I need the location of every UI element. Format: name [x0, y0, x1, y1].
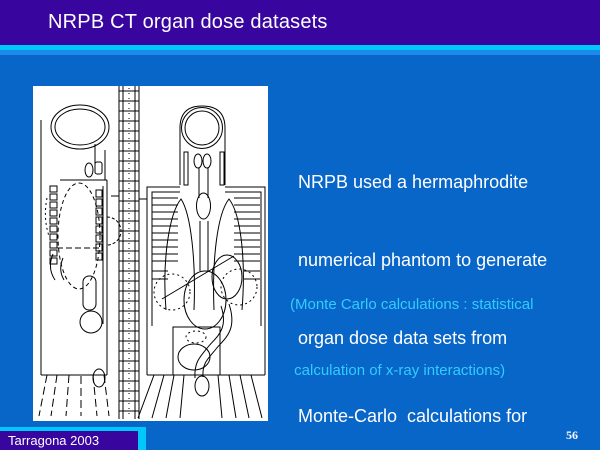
body-line: organ dose data sets from [298, 328, 508, 348]
scale-ruler [111, 86, 147, 419]
body-line: numerical phantom to generate [298, 250, 548, 270]
title-bar: NRPB CT organ dose datasets [0, 0, 600, 45]
note-line: calculation of x-ray interactions) [290, 362, 506, 379]
phantom-diagram [38, 86, 266, 419]
phantom-lateral-view [38, 104, 122, 417]
slide-title: NRPB CT organ dose datasets [48, 11, 328, 33]
phantom-frontal-view [137, 105, 266, 419]
title-underline-cyan [0, 45, 600, 50]
body-text: NRPB used a hermaphrodite numerical phan… [298, 117, 547, 450]
body-line: NRPB used a hermaphrodite [298, 172, 529, 192]
body-line: Monte-Carlo calculations for [298, 406, 528, 426]
footer-label: Tarragona 2003 [8, 433, 100, 448]
title-underline-blue [0, 50, 600, 55]
footer-box: Tarragona 2003 [0, 431, 138, 450]
phantom-figure-panel [33, 86, 268, 421]
page-number: 56 [566, 428, 578, 442]
note-text: (Monte Carlo calculations : statistical … [290, 250, 533, 426]
note-line: (Monte Carlo calculations : statistical [290, 296, 534, 313]
